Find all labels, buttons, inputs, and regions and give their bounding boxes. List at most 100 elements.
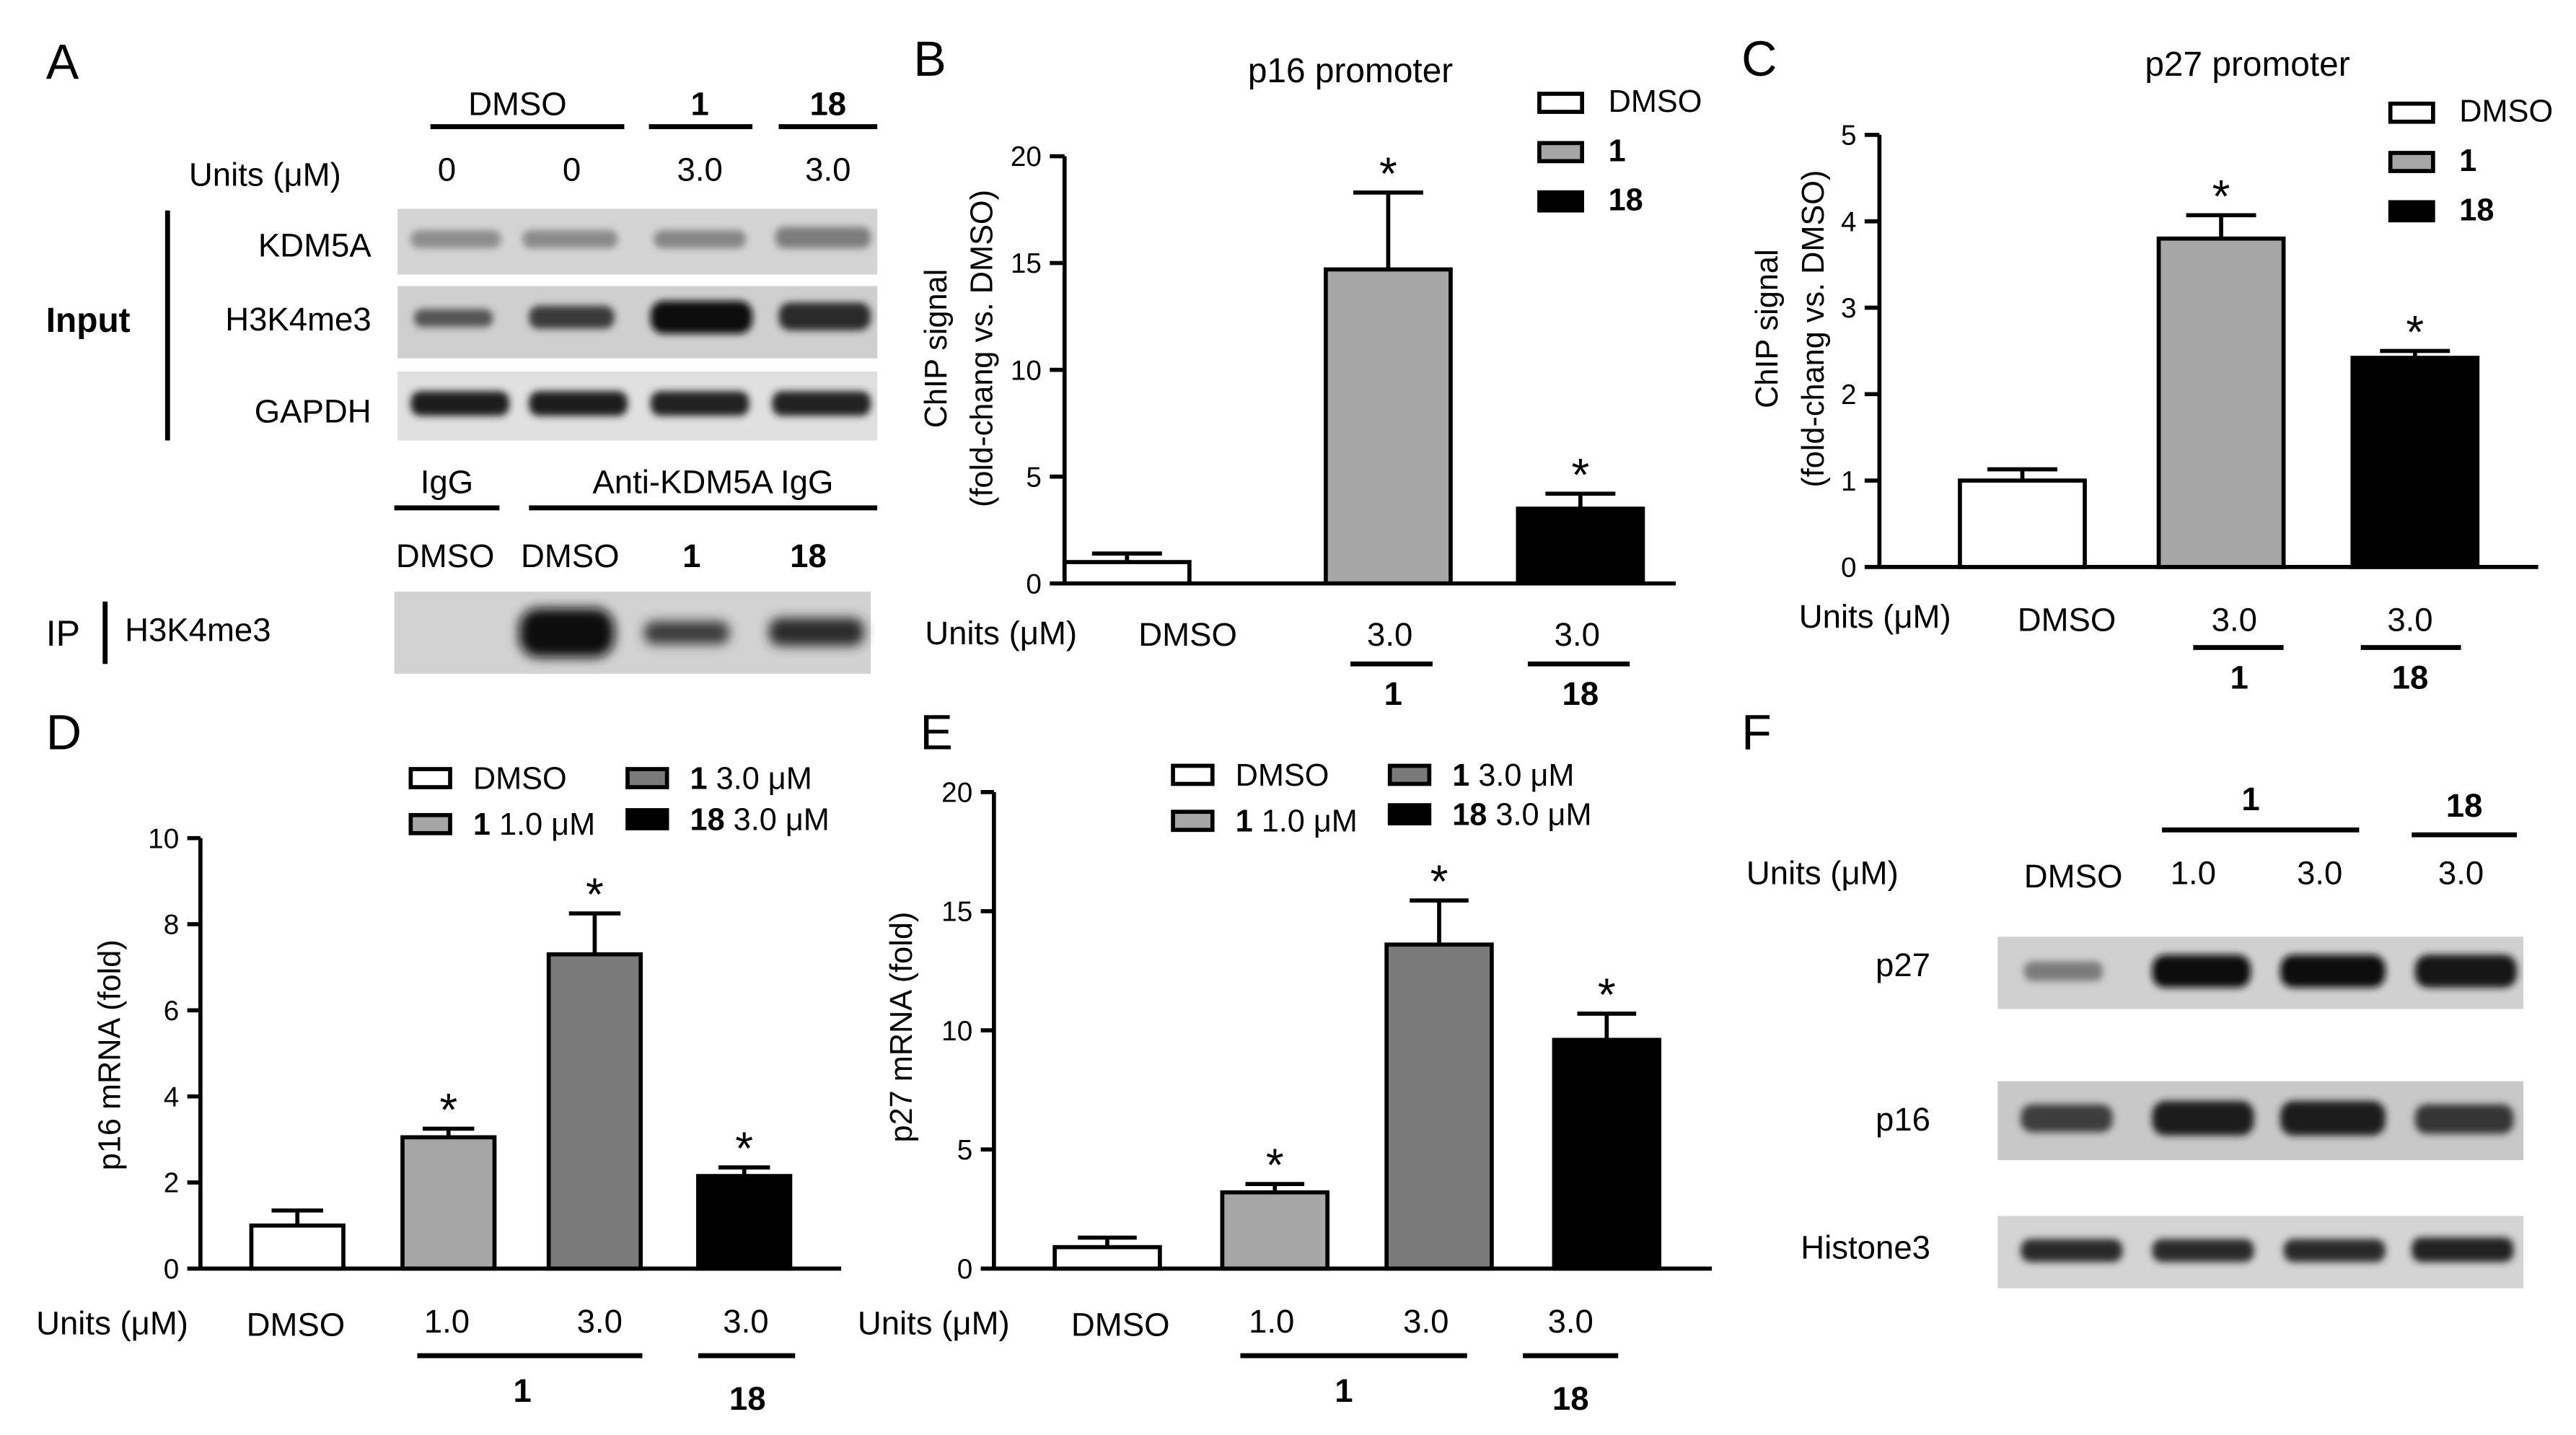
legend-label: 18 (2459, 193, 2494, 227)
lane-label: 3.0 (2438, 854, 2484, 891)
legend-label: 1 1.0 μM (1236, 804, 1358, 839)
bar (546, 952, 643, 1271)
legend-d: DMSO 1 1.0 μM 1 3.0 μM 18 3.0 μM (408, 761, 830, 842)
y-axis-label-b: ChIP signal (fold-chang vs. DMSO) (919, 190, 1000, 507)
bar (249, 1223, 346, 1271)
y-tick-label: 15 (1011, 248, 1042, 279)
y-axis-label-c: ChIP signal (fold-chang vs. DMSO) (1750, 170, 1831, 488)
y-axis-label-line-2: (fold-chang vs. DMSO) (965, 190, 1000, 507)
y-tick-label: 20 (1011, 141, 1042, 172)
units-label-a: Units (μM) (189, 157, 341, 193)
bar (400, 1135, 497, 1271)
y-axis-label-d: p16 mRNA (fold) (92, 939, 127, 1170)
y-tick-label: 3 (1841, 293, 1857, 324)
legend-label: 1 3.0 μM (690, 761, 812, 796)
input-label: Input (46, 302, 131, 340)
significance-marker: * (2212, 170, 2230, 222)
y-axis-label-e: p27 mRNA (fold) (884, 912, 919, 1143)
blot-p16 (1997, 1081, 2524, 1161)
y-tick-label: 2 (164, 1168, 180, 1199)
y-tick-label: 4 (164, 1081, 180, 1113)
legend-label: DMSO (1236, 758, 1329, 793)
dose-value: 3.0 (805, 152, 850, 188)
panel-b: B p16 promoter DMSO 1 18 ChIP signal (fold… (913, 32, 1702, 712)
blot-h3k4me3-ip (394, 592, 871, 674)
legend-c: DMSO 1 18 (2388, 95, 2553, 227)
y-tick-label: 15 (941, 897, 972, 928)
dose-value: 0 (563, 152, 581, 188)
panel-c: C p27 promoter DMSO 1 18 ChIP signal (fold… (1741, 32, 2553, 695)
x-label-dmso: DMSO (1138, 616, 1237, 653)
x-group-label-18: 18 (729, 1380, 766, 1417)
x-group-label-1: 1 (1335, 1372, 1353, 1409)
units-label-d: Units (μM) (36, 1304, 188, 1341)
blot-gapdh (397, 371, 878, 441)
legend-label: DMSO (473, 761, 567, 796)
group-label-1: 1 (691, 86, 709, 123)
dose-value: 3.0 (677, 152, 723, 188)
units-label-b: Units (μM) (925, 615, 1077, 651)
ip-lane-label: 18 (790, 537, 827, 574)
x-label: 3.0 (1403, 1303, 1449, 1340)
panel-letter-e: E (920, 706, 953, 760)
group-label-1-f: 1 (2241, 781, 2259, 817)
blot-row-label-gapdh: GAPDH (255, 392, 372, 429)
x-group-label-1: 1 (514, 1372, 532, 1409)
legend-swatch (625, 767, 669, 789)
y-tick-label: 0 (1841, 553, 1857, 584)
y-tick-label: 5 (957, 1135, 973, 1166)
y-tick-label: 5 (1841, 120, 1857, 152)
y-tick-label: 10 (1011, 355, 1042, 386)
y-tick-label: 5 (1026, 462, 1042, 493)
bar (1220, 1190, 1330, 1271)
y-tick-label: 4 (1841, 206, 1857, 237)
y-tick-label: 6 (164, 996, 180, 1027)
x-label: 3.0 (723, 1303, 768, 1340)
x-label-dose: 3.0 (2387, 602, 2432, 638)
panel-letter-b: B (913, 32, 946, 87)
ip-lane-label: DMSO (396, 537, 495, 574)
significance-marker: * (2406, 306, 2424, 358)
y-tick-label: 20 (941, 778, 972, 809)
bar (1958, 478, 2087, 569)
legend-label: DMSO (2459, 95, 2553, 129)
significance-marker: * (439, 1084, 457, 1136)
legend-swatch (625, 808, 669, 830)
legend-swatch (1537, 141, 1585, 164)
significance-marker: * (1430, 856, 1449, 908)
units-label-f: Units (μM) (1746, 854, 1899, 891)
bar (1324, 267, 1453, 586)
plot-area-d: 0 2 4 6 8 10 * * * (148, 823, 842, 1285)
legend-label: 1 (2459, 144, 2476, 178)
legend-swatch (1537, 190, 1585, 213)
legend-swatch (1387, 763, 1432, 786)
blot-row-label-h3k4me3: H3K4me3 (225, 301, 371, 338)
ip-lane-label: DMSO (521, 537, 620, 574)
blot-h3k4me3-input (397, 286, 878, 359)
legend-label: 18 3.0 μM (690, 802, 830, 837)
significance-marker: * (1571, 449, 1589, 501)
blot-p27 (1997, 936, 2524, 1009)
x-label: DMSO (1071, 1307, 1170, 1343)
legend-label: DMSO (1609, 84, 1702, 119)
bar (1384, 942, 1494, 1271)
plot-area-c: 0 1 2 3 4 5 * * (1841, 120, 2538, 584)
chart-title-c: p27 promoter (2145, 45, 2349, 84)
legend-swatch (2388, 151, 2435, 173)
legend-label: 18 (1609, 183, 1643, 218)
ip-igg-label: IgG (421, 463, 473, 500)
x-label: 3.0 (577, 1303, 623, 1340)
lane-label: DMSO (2024, 858, 2123, 895)
units-label-e: Units (μM) (858, 1304, 1010, 1341)
legend-b: DMSO 1 18 (1537, 84, 1702, 218)
y-axis-label-line-2: (fold-chang vs. DMSO) (1796, 170, 1831, 488)
group-label-18-f: 18 (2446, 787, 2483, 824)
legend-label: 1 3.0 μM (1452, 758, 1574, 793)
x-group-label-1: 1 (2230, 659, 2248, 695)
group-label-18: 18 (809, 86, 846, 123)
plot-area-e: 0 5 10 15 20 * * * (941, 778, 1713, 1285)
x-label-dose: 3.0 (1555, 616, 1600, 653)
y-tick-label: 0 (1026, 569, 1042, 600)
y-axis-label-line-1: ChIP signal (1750, 249, 1785, 408)
